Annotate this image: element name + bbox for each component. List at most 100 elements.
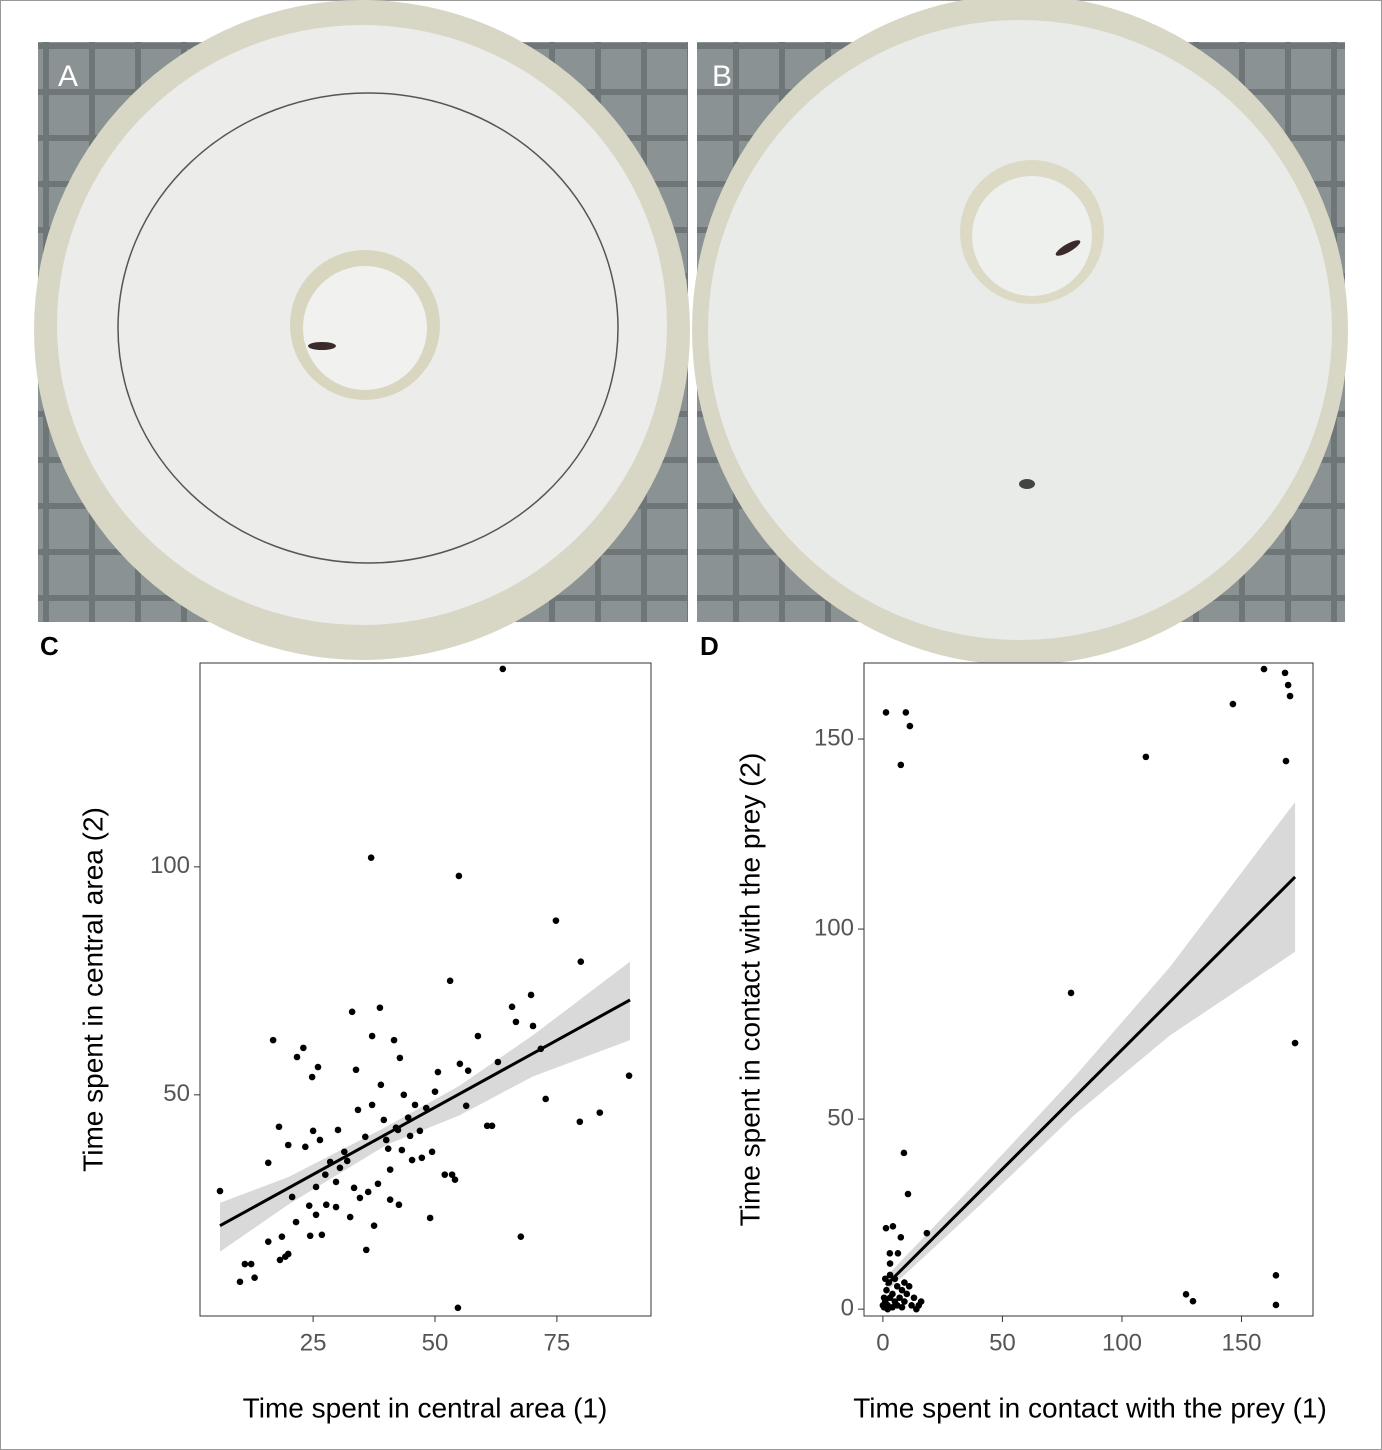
- point: [400, 1091, 408, 1099]
- point: [390, 1036, 398, 1044]
- point: [474, 1032, 482, 1040]
- point: [456, 1060, 464, 1068]
- point: [913, 1305, 920, 1313]
- point: [404, 1114, 412, 1121]
- panel-label: C: [40, 631, 59, 661]
- point: [384, 1145, 392, 1152]
- photo-a: A: [34, 0, 690, 660]
- point: [316, 1136, 324, 1144]
- point: [264, 1159, 272, 1167]
- point: [368, 1032, 376, 1040]
- y-tick-label: 50: [163, 1080, 190, 1107]
- point: [1281, 669, 1289, 677]
- point: [488, 1122, 496, 1130]
- point: [356, 1194, 364, 1202]
- fit-line: [219, 998, 631, 1228]
- point: [886, 1271, 894, 1279]
- point: [494, 1058, 502, 1066]
- point: [896, 1294, 903, 1302]
- point: [910, 1294, 918, 1302]
- point: [897, 1234, 905, 1241]
- point: [276, 1256, 284, 1264]
- point: [398, 1146, 406, 1154]
- point: [216, 1187, 224, 1195]
- point: [348, 1008, 356, 1016]
- point: [364, 1188, 372, 1196]
- point: [361, 1133, 369, 1141]
- point: [241, 1260, 249, 1268]
- confidence-band: [885, 802, 1296, 1293]
- point: [1189, 1297, 1197, 1305]
- point: [431, 1088, 439, 1095]
- point: [883, 1286, 890, 1294]
- y-axis-title: Time spent in central area (2): [77, 807, 108, 1172]
- x-tick-label: 25: [300, 1329, 327, 1356]
- point: [596, 1109, 604, 1116]
- fit-line: [884, 875, 1297, 1287]
- point: [380, 1116, 388, 1124]
- point: [312, 1183, 320, 1191]
- y-tick-label: 150: [814, 724, 854, 751]
- x-tick-label: 0: [876, 1329, 889, 1356]
- photo-label: B: [712, 60, 732, 93]
- point: [1229, 700, 1237, 708]
- point: [395, 1201, 403, 1209]
- point: [897, 761, 905, 769]
- point: [322, 1171, 329, 1178]
- point: [341, 1148, 348, 1156]
- point: [416, 1127, 424, 1135]
- point: [368, 1101, 376, 1109]
- point: [408, 1156, 416, 1164]
- point: [879, 1302, 887, 1309]
- point: [1182, 1291, 1190, 1298]
- point: [462, 1102, 470, 1110]
- point: [908, 1302, 915, 1309]
- point: [1272, 1272, 1280, 1279]
- point: [882, 1224, 890, 1232]
- x-tick-label: 150: [1221, 1329, 1261, 1356]
- point: [288, 1193, 296, 1201]
- point: [275, 1123, 283, 1131]
- point: [284, 1141, 292, 1149]
- point: [454, 1304, 462, 1312]
- point: [376, 1004, 384, 1012]
- point: [529, 1022, 537, 1030]
- point: [898, 1303, 906, 1311]
- point: [455, 872, 463, 880]
- photo-b: B: [692, 0, 1348, 665]
- x-tick-label: 50: [989, 1329, 1016, 1356]
- point: [1284, 681, 1292, 689]
- point: [464, 1067, 472, 1074]
- point: [318, 1231, 326, 1239]
- point: [552, 917, 560, 924]
- point: [577, 958, 585, 965]
- point: [893, 1283, 901, 1290]
- point: [517, 1233, 525, 1240]
- point: [889, 1222, 897, 1230]
- point: [247, 1260, 255, 1268]
- point: [264, 1238, 272, 1245]
- point: [336, 1164, 344, 1172]
- point: [426, 1214, 434, 1222]
- point: [889, 1290, 896, 1298]
- point: [396, 1054, 404, 1062]
- point: [428, 1148, 436, 1156]
- x-axis-title: Time spent in contact with the prey (1): [853, 1392, 1327, 1423]
- point: [406, 1132, 414, 1140]
- point: [308, 1073, 316, 1081]
- point: [346, 1213, 354, 1221]
- point: [1282, 757, 1290, 765]
- plot-frame: [863, 662, 1314, 1317]
- point: [901, 1279, 908, 1286]
- point: [905, 1283, 913, 1290]
- point: [305, 1202, 313, 1209]
- point: [1286, 692, 1294, 700]
- point: [284, 1250, 292, 1258]
- point: [332, 1178, 340, 1186]
- point: [251, 1274, 258, 1281]
- point: [625, 1072, 633, 1079]
- point: [434, 1068, 442, 1076]
- x-axis-title: Time spent in central area (1): [243, 1392, 608, 1423]
- point: [901, 1298, 908, 1305]
